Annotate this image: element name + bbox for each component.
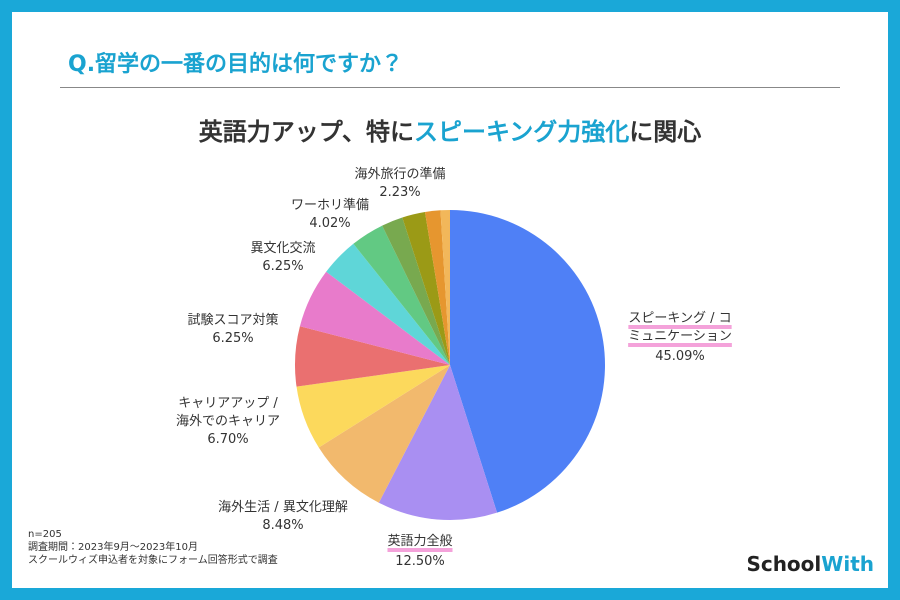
- slice-label: 試験スコア対策: [187, 313, 279, 328]
- pie-slice: [378, 365, 498, 520]
- slice-value: 6.25%: [262, 259, 304, 274]
- chart-title: 英語力アップ、特にスピーキング力強化に関心: [12, 112, 888, 147]
- note: 調査期間：2023年9月～2023年10月: [28, 542, 198, 553]
- slice-label: 英語力全般: [320, 533, 520, 551]
- slice-label: 異文化交流: [250, 241, 316, 256]
- slice-label: スピーキング / コ ミュニケーション: [580, 310, 780, 346]
- pie-slice: [382, 217, 450, 365]
- header-title: Q.留学の一番の目的は何ですか？: [68, 52, 404, 77]
- notes: n=205 調査期間：2023年9月～2023年10月 スクールウィズ申込者を対…: [28, 528, 278, 567]
- slice-label: 海外生活 / 異文化理解: [218, 500, 348, 515]
- slice-value: 45.09%: [655, 349, 705, 364]
- note: スクールウィズ申込者を対象にフォーム回答形式で調査: [28, 555, 278, 566]
- pie-slice: [440, 210, 450, 365]
- pie-slice: [326, 243, 450, 365]
- pie-slice: [424, 210, 450, 365]
- slice-value: 6.25%: [212, 331, 254, 346]
- pie-slice: [318, 365, 450, 503]
- pie-slice: [450, 210, 605, 513]
- slice-value: 4.02%: [309, 216, 351, 231]
- pie-slice: [402, 212, 450, 365]
- slice-value: 6.70%: [207, 432, 249, 447]
- divider: [60, 87, 840, 88]
- pie-chart: [295, 210, 605, 520]
- brand-second: With: [821, 552, 874, 576]
- slice-label: ワーホリ準備: [290, 198, 369, 213]
- slice-label: 海外旅行の準備: [354, 167, 446, 182]
- brand-first: School: [746, 552, 822, 576]
- slice-label-text: 英語力全般: [387, 534, 453, 549]
- slice-value: 8.48%: [262, 518, 304, 533]
- pie-slice: [299, 271, 450, 365]
- brand-logo: SchoolWith: [746, 552, 874, 576]
- pie-slice: [296, 365, 450, 448]
- title-part: に関心: [629, 118, 702, 146]
- slice-value: 12.50%: [395, 554, 445, 569]
- slice-label: キャリアアップ / 海外でのキャリア: [175, 396, 280, 429]
- title-highlight: スピーキング力強化: [414, 118, 630, 146]
- slice-value: 2.23%: [379, 185, 421, 200]
- pie-slice: [353, 225, 450, 365]
- pie-slice: [295, 326, 450, 387]
- slice-label-text: スピーキング / コ ミュニケーション: [628, 311, 732, 344]
- title-part: 英語力アップ、特に: [198, 118, 414, 146]
- note: n=205: [28, 529, 62, 540]
